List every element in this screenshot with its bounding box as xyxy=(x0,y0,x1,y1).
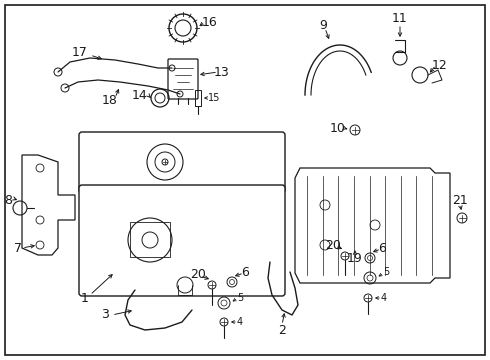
Text: 19: 19 xyxy=(347,252,363,265)
Text: 1: 1 xyxy=(81,292,89,305)
Text: 20: 20 xyxy=(325,239,341,252)
Text: 17: 17 xyxy=(72,45,88,59)
FancyBboxPatch shape xyxy=(168,59,198,99)
Text: 9: 9 xyxy=(319,18,327,32)
Text: 6: 6 xyxy=(241,266,249,279)
Text: 11: 11 xyxy=(392,12,408,24)
Text: 12: 12 xyxy=(432,59,448,72)
Text: 16: 16 xyxy=(202,15,218,28)
Text: 6: 6 xyxy=(378,242,386,255)
Text: 3: 3 xyxy=(101,309,109,321)
Bar xyxy=(195,90,201,106)
Text: 14: 14 xyxy=(132,89,148,102)
Text: 21: 21 xyxy=(452,194,468,207)
Text: 5: 5 xyxy=(237,293,243,303)
Text: 8: 8 xyxy=(4,194,12,207)
Text: 20: 20 xyxy=(190,269,206,282)
Text: 5: 5 xyxy=(383,267,389,277)
Text: 7: 7 xyxy=(14,242,22,255)
Bar xyxy=(130,222,170,257)
Text: 2: 2 xyxy=(278,324,286,337)
FancyBboxPatch shape xyxy=(79,185,285,296)
Text: 15: 15 xyxy=(208,93,220,103)
Text: 4: 4 xyxy=(381,293,387,303)
Text: 13: 13 xyxy=(214,66,230,78)
Text: 4: 4 xyxy=(237,317,243,327)
Text: 10: 10 xyxy=(330,122,346,135)
Text: 18: 18 xyxy=(102,94,118,107)
FancyBboxPatch shape xyxy=(79,132,285,193)
